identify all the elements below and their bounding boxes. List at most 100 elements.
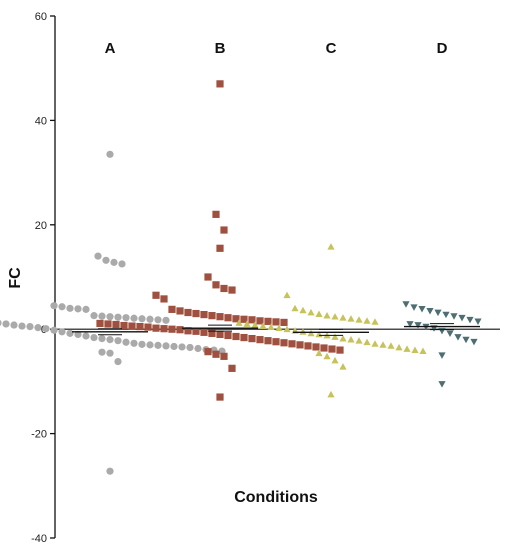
data-point-triangle-up xyxy=(243,320,251,327)
data-point-square xyxy=(228,364,236,372)
data-point-circle xyxy=(170,342,178,351)
data-point-triangle-up xyxy=(327,243,335,250)
data-point-circle xyxy=(122,314,130,322)
category-labels: A B C D xyxy=(105,40,448,57)
data-point-triangle-down xyxy=(438,352,446,359)
data-point-triangle-down xyxy=(458,314,466,322)
data-point-square xyxy=(212,350,220,358)
y-axis-title: FC xyxy=(7,267,24,289)
data-point-triangle-down xyxy=(418,305,426,313)
mean-markers xyxy=(72,323,480,336)
data-point-square xyxy=(224,331,232,340)
data-point-square xyxy=(208,312,216,320)
data-point-square xyxy=(232,332,240,341)
data-point-circle xyxy=(194,344,202,353)
data-point-circle xyxy=(98,334,106,343)
data-point-circle xyxy=(138,340,146,348)
data-point-square xyxy=(168,325,176,333)
data-point-triangle-up xyxy=(371,340,379,347)
data-point-square xyxy=(232,315,240,323)
data-point-circle xyxy=(162,342,170,350)
data-point-square xyxy=(160,295,168,303)
data-point-square xyxy=(176,326,184,334)
data-point-triangle-up xyxy=(419,347,427,355)
data-point-circle xyxy=(98,312,106,320)
data-point-square xyxy=(144,323,152,331)
data-point-circle xyxy=(74,330,82,339)
data-point-square xyxy=(208,329,216,337)
data-point-triangle-up xyxy=(299,328,307,335)
data-point-square xyxy=(136,322,144,331)
y-tick-label: -40 xyxy=(31,533,47,545)
data-point-circle xyxy=(50,326,58,334)
data-point-circle xyxy=(10,321,18,329)
data-point-square xyxy=(216,330,224,339)
data-point-square xyxy=(152,291,160,299)
data-point-triangle-up xyxy=(235,319,243,326)
data-point-circle xyxy=(106,336,114,344)
data-point-square xyxy=(296,341,304,349)
data-point-circle xyxy=(114,357,122,366)
data-point-square xyxy=(272,338,280,346)
data-point-circle xyxy=(106,313,114,321)
data-point-square xyxy=(288,340,296,348)
data-point-circle xyxy=(122,338,130,346)
data-point-triangle-up xyxy=(299,306,307,314)
data-point-triangle-down xyxy=(454,334,462,341)
data-point-circle xyxy=(50,302,58,310)
data-point-circle xyxy=(146,341,154,349)
data-point-square xyxy=(256,336,264,344)
data-point-square xyxy=(216,393,224,401)
data-point-circle xyxy=(146,315,154,323)
data-point-square xyxy=(104,320,112,328)
category-label: D xyxy=(437,40,448,57)
data-point-circle xyxy=(118,260,126,268)
data-point-circle xyxy=(130,339,138,347)
data-point-triangle-up xyxy=(331,313,339,320)
data-point-square xyxy=(204,273,212,281)
data-point-triangle-up xyxy=(315,310,323,317)
data-point-circle xyxy=(66,304,74,312)
data-point-square xyxy=(248,316,256,324)
data-point-circle xyxy=(0,319,2,326)
data-point-square xyxy=(212,281,220,289)
category-label: B xyxy=(215,40,226,57)
data-point-triangle-down xyxy=(446,330,454,337)
data-point-square xyxy=(192,309,200,318)
data-point-triangle-up xyxy=(379,341,387,348)
data-point-square xyxy=(328,345,336,353)
data-point-circle xyxy=(106,467,114,475)
data-point-triangle-down xyxy=(462,336,470,344)
data-point-square xyxy=(152,324,160,332)
data-point-circle xyxy=(90,312,98,320)
data-point-circle xyxy=(34,324,42,332)
data-point-triangle-down xyxy=(434,309,442,317)
data-point-circle xyxy=(154,316,162,324)
data-point-circle xyxy=(58,328,66,336)
data-point-triangle-down xyxy=(426,308,434,315)
data-point-circle xyxy=(74,305,82,313)
y-axis: -40-200204060 xyxy=(31,11,500,545)
data-point-triangle-up xyxy=(283,325,291,333)
data-point-triangle-up xyxy=(327,390,335,398)
data-point-triangle-down xyxy=(410,304,418,311)
data-points xyxy=(0,80,482,475)
data-point-triangle-up xyxy=(339,334,347,342)
data-point-triangle-up xyxy=(347,336,355,343)
data-point-triangle-up xyxy=(339,314,347,321)
data-point-square xyxy=(240,315,248,323)
data-point-triangle-down xyxy=(450,313,458,320)
data-point-triangle-up xyxy=(331,333,339,340)
data-point-circle xyxy=(162,316,170,324)
data-point-square xyxy=(248,334,256,343)
data-point-circle xyxy=(154,341,162,349)
data-point-circle xyxy=(106,150,114,158)
data-point-triangle-up xyxy=(411,346,419,353)
data-point-square xyxy=(204,348,212,356)
data-point-square xyxy=(216,313,224,321)
data-point-square xyxy=(220,226,228,234)
data-point-triangle-up xyxy=(387,342,395,349)
data-point-square xyxy=(280,339,288,347)
data-point-triangle-up xyxy=(307,308,315,316)
